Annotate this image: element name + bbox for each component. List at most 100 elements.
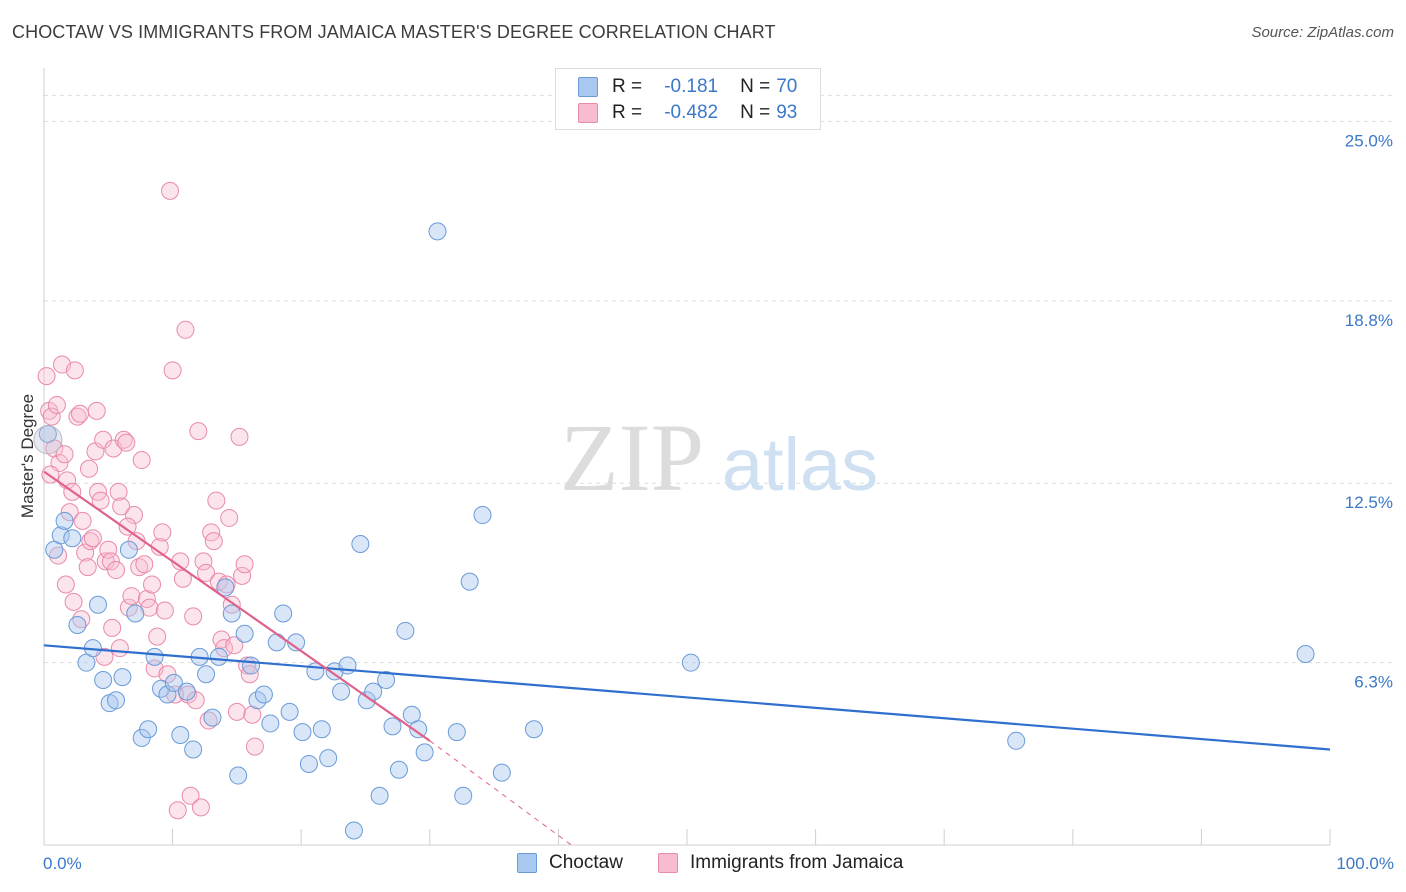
point-choctaw [126, 604, 145, 623]
bottom-legend-choctaw: Choctaw [517, 852, 623, 874]
point-choctaw [409, 720, 428, 739]
point-jamaica [243, 705, 262, 724]
point-jamaica [163, 361, 182, 380]
legend-n-label: N = [740, 102, 771, 123]
point-jamaica [225, 636, 244, 655]
bottom-legend-label-jamaica: Immigrants from Jamaica [690, 852, 904, 873]
point-choctaw [184, 740, 203, 759]
point-choctaw [242, 656, 261, 675]
point-choctaw [383, 717, 402, 736]
x-tick-label: 0.0% [43, 854, 82, 873]
trend-line-choctaw [43, 644, 1331, 751]
chart-title: CHOCTAW VS IMMIGRANTS FROM JAMAICA MASTE… [12, 22, 776, 42]
legend-r-value: -0.482 [664, 102, 719, 123]
point-jamaica [189, 422, 208, 441]
legend-r-label: R = [612, 76, 643, 97]
point-jamaica [155, 601, 174, 620]
point-choctaw [492, 763, 511, 782]
point-jamaica [230, 427, 249, 446]
point-choctaw [344, 821, 363, 840]
y-tick-label: 18.8% [1345, 311, 1393, 330]
point-jamaica [143, 575, 162, 594]
point-jamaica [233, 566, 252, 585]
point-choctaw [89, 595, 108, 614]
legend-swatch-choctaw [578, 77, 598, 97]
point-jamaica [191, 798, 210, 817]
point-choctaw [454, 786, 473, 805]
bottom-legend-jamaica: Immigrants from Jamaica [658, 852, 903, 874]
watermark: ZIP atlas [560, 404, 878, 511]
point-jamaica [168, 801, 187, 820]
legend-row-jamaica: R = -0.482 N = 93 [578, 100, 797, 126]
point-jamaica [173, 569, 192, 588]
point-choctaw [681, 653, 700, 672]
watermark-zip: ZIP [560, 404, 704, 511]
source-label: Source: ZipAtlas.com [1251, 24, 1394, 41]
point-choctaw [460, 572, 479, 591]
point-cluster [33, 425, 63, 455]
bottom-legend-swatch-choctaw [517, 853, 537, 873]
point-choctaw [319, 749, 338, 768]
point-jamaica [118, 517, 137, 536]
point-choctaw [107, 691, 126, 710]
y-tick-label: 12.5% [1345, 493, 1393, 512]
point-jamaica [220, 508, 239, 527]
point-choctaw [51, 526, 70, 545]
point-jamaica [132, 451, 151, 470]
point-choctaw [216, 578, 235, 597]
point-jamaica [235, 555, 254, 574]
point-jamaica [55, 445, 74, 464]
point-jamaica [37, 367, 56, 386]
point-jamaica [81, 532, 100, 551]
point-jamaica [56, 575, 75, 594]
legend-n-value: 93 [776, 102, 798, 123]
point-choctaw [177, 682, 196, 701]
point-jamaica [68, 407, 87, 426]
point-choctaw [63, 529, 82, 548]
point-choctaw [299, 754, 318, 773]
legend: R = -0.181 N = 70 R = -0.482 N = 93 [555, 68, 821, 130]
series-jamaica-points [37, 181, 264, 820]
point-choctaw [473, 506, 492, 525]
point-choctaw [171, 726, 190, 745]
point-choctaw [267, 633, 286, 652]
point-choctaw [389, 760, 408, 779]
bottom-legend-label-choctaw: Choctaw [549, 852, 623, 873]
legend-r-value: -0.181 [664, 76, 719, 97]
point-jamaica [103, 618, 122, 637]
point-jamaica [64, 592, 83, 611]
point-jamaica [65, 361, 84, 380]
point-jamaica [125, 506, 144, 525]
point-jamaica [60, 503, 79, 522]
point-jamaica [71, 404, 90, 423]
point-choctaw [338, 656, 357, 675]
point-choctaw [55, 511, 74, 530]
point-jamaica [87, 401, 106, 420]
point-choctaw [68, 616, 87, 635]
point-jamaica [153, 523, 172, 542]
point-choctaw [119, 540, 138, 559]
point-choctaw [261, 714, 280, 733]
point-choctaw [312, 720, 331, 739]
point-jamaica [117, 433, 136, 452]
point-jamaica [161, 181, 180, 200]
point-choctaw [415, 743, 434, 762]
point-jamaica [110, 639, 129, 658]
x-tick-label: 100.0% [1336, 854, 1394, 873]
point-choctaw [164, 673, 183, 692]
point-choctaw [370, 786, 389, 805]
point-jamaica [181, 786, 200, 805]
point-choctaw [254, 685, 273, 704]
point-jamaica [217, 575, 236, 594]
point-jamaica [91, 491, 110, 510]
series-choctaw-points [33, 222, 1315, 840]
tick-labels: 6.3% 12.5% 18.8% 25.0% 0.0% 100.0% [43, 131, 1394, 873]
point-choctaw [229, 766, 248, 785]
legend-n-label: N = [740, 76, 771, 97]
watermark-atlas: atlas [722, 423, 878, 506]
point-jamaica [109, 482, 128, 501]
point-jamaica [184, 607, 203, 626]
point-jamaica [80, 459, 99, 478]
point-jamaica [130, 558, 149, 577]
